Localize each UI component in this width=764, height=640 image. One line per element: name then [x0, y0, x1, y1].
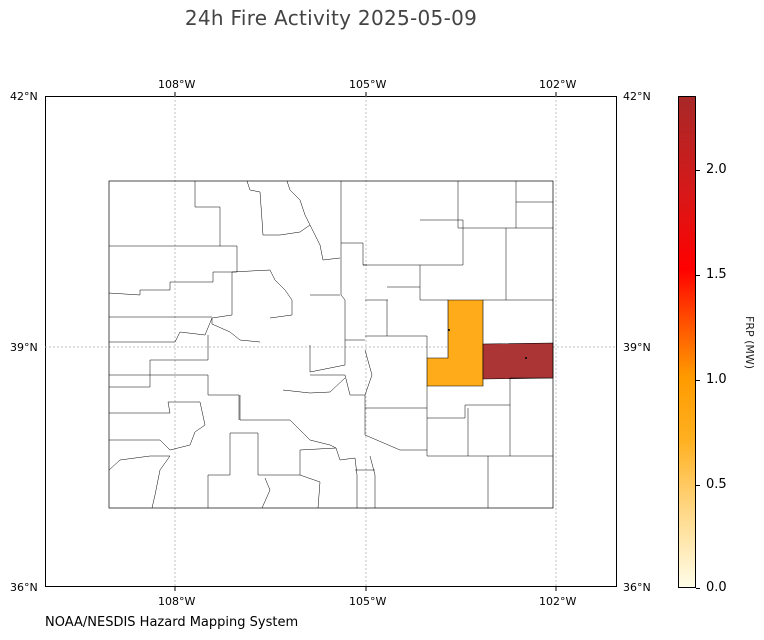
cb-tick-1-5: 1.5	[706, 267, 727, 282]
state-outline	[108, 180, 554, 509]
right-tick-39n: 39°N	[623, 341, 651, 354]
cb-tickmark	[696, 275, 700, 276]
cb-tick-0: 0.0	[706, 580, 727, 595]
cb-tick-1: 1.0	[706, 372, 727, 387]
source-credit: NOAA/NESDIS Hazard Mapping System	[45, 615, 299, 630]
top-tick-108w: 108°W	[158, 78, 196, 91]
cb-tickmark	[696, 485, 700, 486]
gridlines	[45, 96, 617, 587]
left-tick-39n: 39°N	[10, 341, 38, 354]
bottom-tick-105w: 105°W	[349, 595, 387, 608]
map-frame	[45, 96, 617, 587]
colorbar	[678, 96, 696, 588]
bottom-tick-102w: 102°W	[539, 595, 577, 608]
cb-tick-2: 2.0	[706, 162, 727, 177]
county-lincoln[interactable]	[426, 299, 484, 387]
left-tick-42n: 42°N	[10, 90, 38, 103]
bottom-tick-108w: 108°W	[158, 595, 196, 608]
right-tick-42n: 42°N	[623, 90, 651, 103]
top-tick-105w: 105°W	[349, 78, 387, 91]
county-kit-carson[interactable]	[482, 342, 554, 380]
cb-tickmark	[696, 380, 700, 381]
cb-tick-0-5: 0.5	[706, 477, 727, 492]
cb-tickmark	[696, 170, 700, 171]
colorbar-label: FRP (MW)	[743, 316, 756, 370]
fire-marker	[525, 357, 527, 359]
top-tick-102w: 102°W	[539, 78, 577, 91]
right-tick-36n: 36°N	[623, 581, 651, 594]
map-title: 24h Fire Activity 2025-05-09	[184, 6, 478, 30]
fire-marker	[448, 329, 450, 331]
county-boundaries	[108, 180, 553, 509]
cb-tickmark	[696, 588, 700, 589]
left-tick-36n: 36°N	[10, 581, 38, 594]
axis-ticks	[174, 92, 557, 591]
